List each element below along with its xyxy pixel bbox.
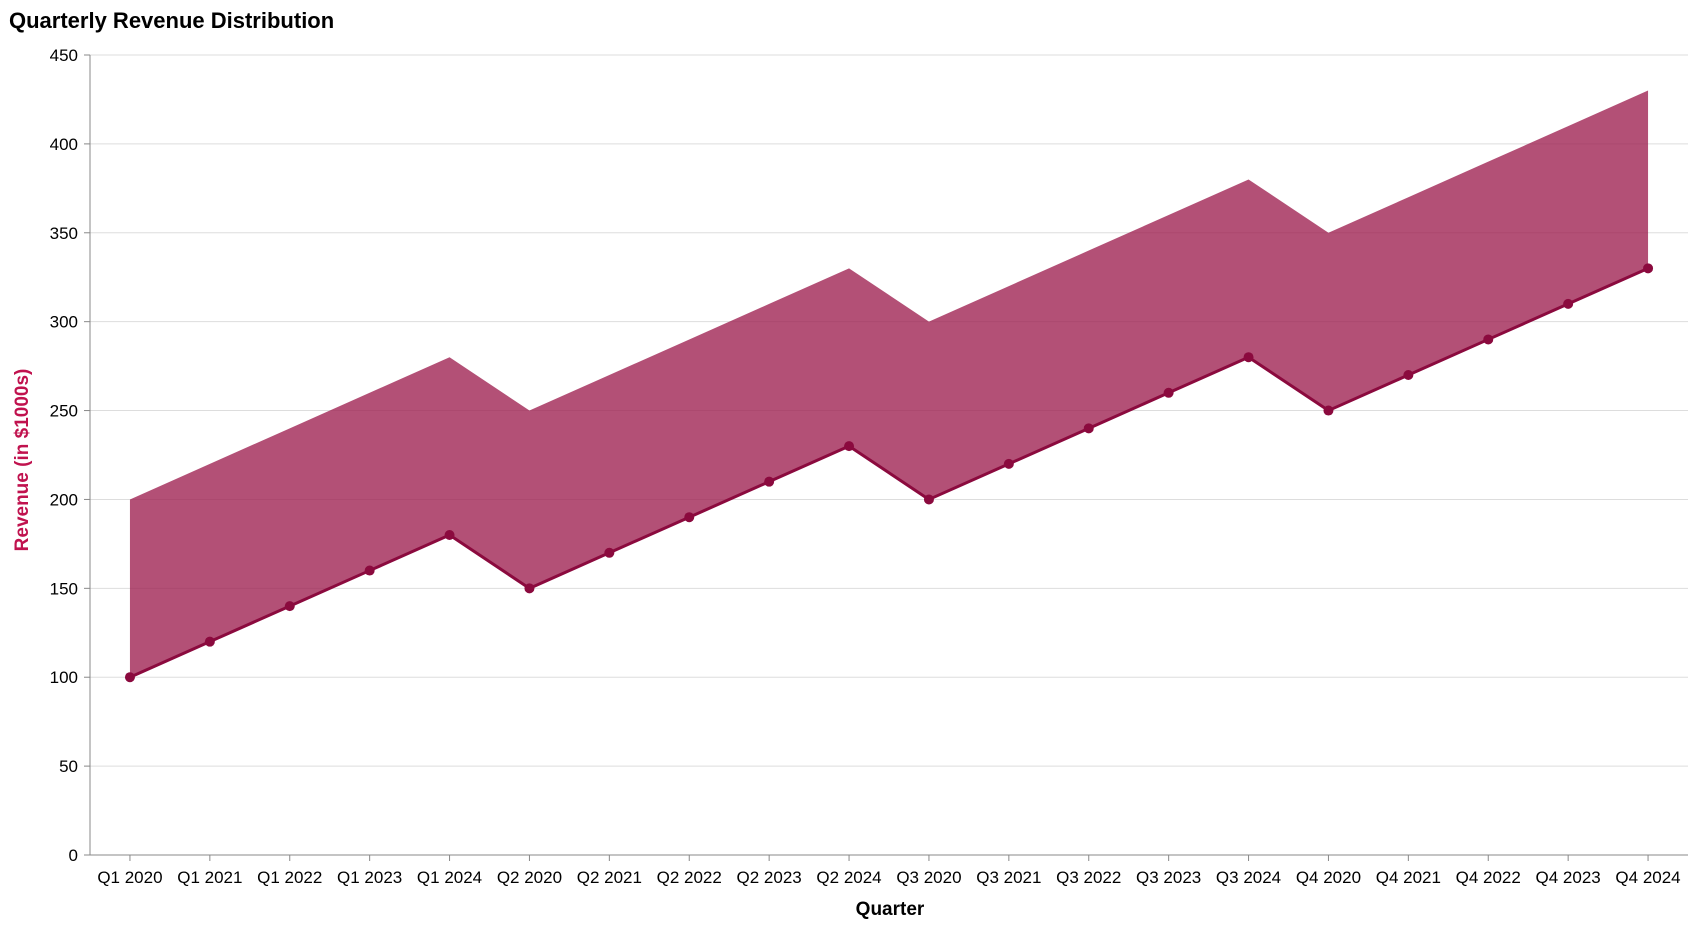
y-tick-label: 300 (50, 313, 78, 332)
x-tick-label: Q2 2020 (497, 868, 562, 887)
revenue-point[interactable] (1323, 405, 1334, 416)
x-tick-label: Q3 2023 (1136, 868, 1201, 887)
x-tick-label: Q1 2021 (177, 868, 242, 887)
x-tick-label: Q2 2021 (577, 868, 642, 887)
y-tick-label: 150 (50, 579, 78, 598)
x-tick-label: Q3 2024 (1216, 868, 1281, 887)
revenue-line (129, 266, 1649, 679)
x-tick-label: Q1 2024 (417, 868, 482, 887)
revenue-point[interactable] (604, 547, 615, 558)
revenue-point[interactable] (1643, 263, 1654, 274)
x-tick-label: Q4 2024 (1615, 868, 1680, 887)
x-tick-label: Q4 2023 (1536, 868, 1601, 887)
y-tick-label: 350 (50, 224, 78, 243)
revenue-point[interactable] (764, 476, 775, 487)
y-tick-label: 0 (69, 846, 78, 865)
y-tick-label: 100 (50, 668, 78, 687)
y-tick-label: 450 (50, 46, 78, 65)
revenue-point[interactable] (124, 672, 135, 683)
x-tick-label: Q1 2023 (337, 868, 402, 887)
y-tick-label: 200 (50, 490, 78, 509)
revenue-point[interactable] (1163, 387, 1174, 398)
revenue-point[interactable] (923, 494, 934, 505)
revenue-point[interactable] (844, 441, 855, 452)
revenue-point[interactable] (1483, 334, 1494, 345)
revenue-point[interactable] (684, 512, 695, 523)
revenue-point[interactable] (1403, 370, 1414, 380)
x-tick-label: Q1 2022 (257, 868, 322, 887)
y-tick-label: 250 (50, 402, 78, 421)
revenue-point[interactable] (204, 636, 215, 647)
x-axis-title: Quarter (856, 899, 925, 920)
x-tick-label: Q1 2020 (97, 868, 162, 887)
revenue-point[interactable] (1243, 352, 1254, 363)
revenue-point[interactable] (1563, 298, 1574, 309)
revenue-band-area (129, 90, 1649, 678)
x-tick-label: Q4 2021 (1376, 868, 1441, 887)
revenue-point[interactable] (1003, 458, 1014, 469)
x-tick-label: Q2 2022 (657, 868, 722, 887)
y-axis-title: Revenue (in $1000s) (12, 369, 33, 552)
x-tick-label: Q2 2024 (816, 868, 881, 887)
line-layer (129, 266, 1649, 679)
x-tick-label: Q2 2023 (737, 868, 802, 887)
revenue-point[interactable] (524, 583, 535, 594)
chart-title: Quarterly Revenue Distribution (9, 8, 334, 33)
axis-layer: 0 50 100 150 200 250 300 350 400 450 Q1 2020 Q1 202… (50, 46, 1688, 887)
revenue-point[interactable] (1083, 423, 1094, 434)
point-layer (124, 263, 1654, 683)
area-layer (129, 90, 1649, 678)
y-tick-label: 400 (50, 135, 78, 154)
x-tick-label: Q3 2021 (976, 868, 1041, 887)
x-tick-label: Q3 2020 (896, 868, 961, 887)
y-tick-label: 50 (59, 757, 78, 776)
revenue-point[interactable] (364, 565, 375, 576)
x-tick-label: Q4 2022 (1456, 868, 1521, 887)
x-tick-label: Q4 2020 (1296, 868, 1361, 887)
revenue-point[interactable] (284, 601, 295, 612)
revenue-point[interactable] (444, 530, 455, 540)
x-tick-label: Q3 2022 (1056, 868, 1121, 887)
